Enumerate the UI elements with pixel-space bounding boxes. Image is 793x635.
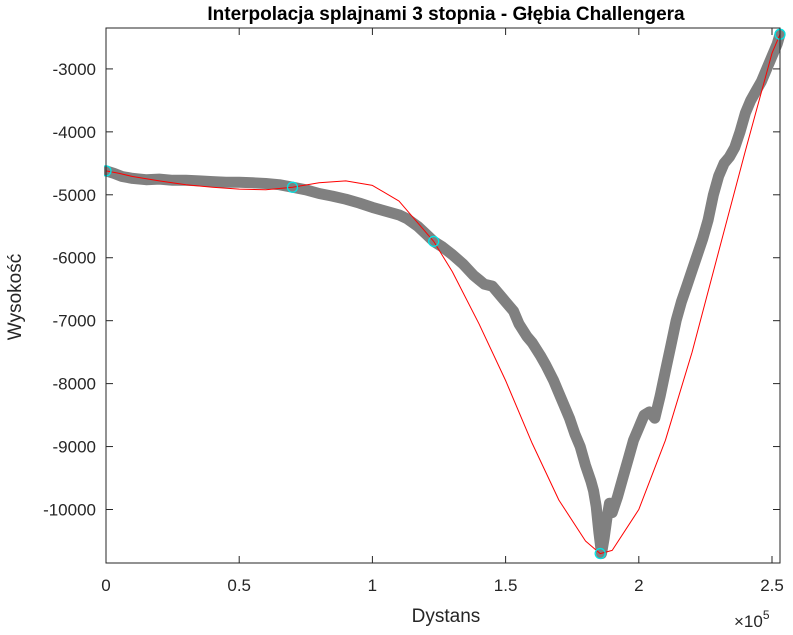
x-tick-label: 0 (101, 576, 110, 595)
y-axis-label: Wysokość (5, 254, 26, 340)
x-tick-label: 1 (368, 576, 377, 595)
y-axis: -10000 -9000 -8000 -7000 -6000 -5000 -4000 -300… (43, 60, 780, 520)
x-axis: 0 0.5 1 1.5 2 2.5 (101, 28, 784, 595)
spline-line (105, 34, 781, 555)
axes-box (105, 27, 781, 564)
x-tick-label: 2 (634, 576, 643, 595)
y-tick-label: -7000 (53, 312, 96, 331)
chart-title: Interpolacja splajnami 3 stopnia - Głębi… (207, 4, 685, 25)
y-tick-label: -4000 (53, 123, 96, 142)
series-layer (104, 28, 786, 560)
y-tick-label: -3000 (53, 60, 96, 79)
interpolation-node (428, 235, 440, 248)
y-tick-label: -9000 (53, 438, 96, 457)
y-tick-label: -10000 (43, 501, 96, 520)
interpolation-node (594, 547, 606, 560)
x-tick-label: 2.5 (760, 576, 784, 595)
x-tick-label: 1.5 (494, 576, 518, 595)
depth-profile-line (104, 28, 786, 560)
x-axis-label: Dystans (412, 606, 481, 627)
interpolation-node (286, 181, 299, 193)
y-tick-label: -6000 (53, 249, 96, 268)
x-exponent-label: ×105 (734, 608, 770, 630)
y-tick-label: -5000 (53, 186, 96, 205)
y-tick-label: -8000 (53, 375, 96, 394)
x-tick-label: 0.5 (227, 576, 251, 595)
